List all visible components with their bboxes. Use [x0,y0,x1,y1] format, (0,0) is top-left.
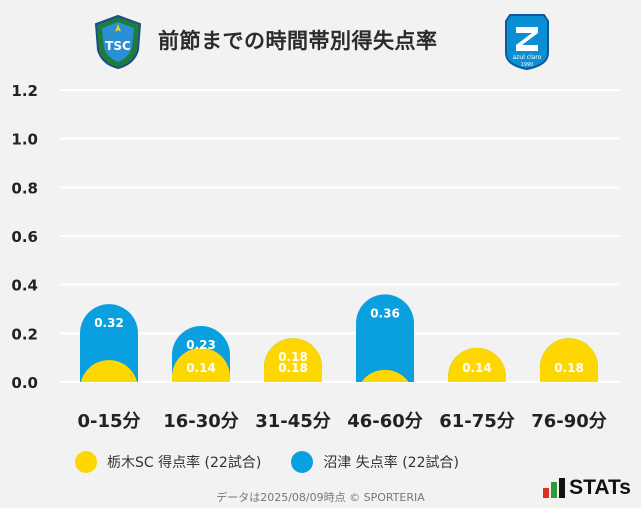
data-labels: 0.320.230.140.180.180.360.14 0.18 [94,306,584,375]
data-label-numazu: 0.18 [278,350,308,364]
bar-numazu-0-15分 [80,304,138,382]
data-label-numazu: 0.36 [370,306,400,320]
gridlines [60,89,619,383]
bar-numazu-46-60分 [356,294,414,382]
data-label-tochigi: 0.18 [554,361,584,375]
tochigi-sc-logo-icon: TSC [94,14,142,70]
data-label-numazu: 0.23 [186,338,216,352]
legend-swatch-numazu [291,451,314,473]
y-tick-label: 0.8 [11,179,38,197]
legend-label-numazu: 沼津 失点率 (22試合) [323,455,459,471]
chart-title: 前節までの時間帯別得失点率 [158,29,438,53]
x-tick-label: 0-15分 [77,411,140,432]
y-tick-label: 0.4 [11,277,38,295]
x-tick-label: 61-75分 [439,411,515,432]
y-tick-label: 0.6 [11,228,38,246]
bar-tochigi-16-30分 [172,347,230,382]
x-tick-label: 31-45分 [255,411,331,432]
bar-chart: 0.00.20.40.60.81.01.2 0.320.230.140.180.… [11,82,619,432]
bar-tochigi-61-75分 [448,347,506,382]
x-tick-label: 76-90分 [531,411,607,432]
azul-claro-logo-icon: azul claro 1990 [505,14,549,71]
x-tick-label: 16-30分 [163,411,239,432]
stats-logo-icon [543,478,566,498]
legend-swatch-tochigi [75,451,97,473]
data-label-tochigi: 0.18 [278,361,308,375]
data-label-tochigi: 0.14 [186,361,216,375]
legend-item-numazu: 沼津 失点率 (22試合) [291,451,459,473]
footer-note: データは2025/08/09時点 © SPORTERIA [216,491,425,504]
y-tick-label: 1.2 [11,82,38,100]
y-tick-label: 0.0 [11,374,38,392]
right-logo-text: azul claro [513,54,542,61]
right-logo-year: 1990 [521,62,534,68]
bar-tochigi-46-60分 [356,369,414,382]
data-label-numazu: 0.32 [94,316,124,330]
legend-label-tochigi: 栃木SC 得点率 (22試合) [107,455,262,471]
chart-header: TSC 前節までの時間帯別得失点率 azul claro 1990 [0,0,641,78]
bars [80,294,598,382]
y-tick-label: 0.2 [11,325,38,343]
y-tick-label: 1.0 [11,131,38,149]
legend-item-tochigi: 栃木SC 得点率 (22試合) [75,451,261,473]
x-tick-label: 46-60分 [347,411,423,432]
stats-brand: STATs [543,476,631,500]
x-axis-ticks: 0-15分 16-30分 31-45分 46-60分 61-75分 76-90分 [77,411,606,432]
bar-tochigi-0-15分 [80,360,138,382]
left-logo-text: TSC [105,39,131,53]
legend: 栃木SC 得点率 (22試合) 沼津 失点率 (22試合) [75,449,489,475]
y-axis-ticks: 0.0 0.2 0.4 0.6 0.8 1.0 1.2 [11,82,38,392]
bar-tochigi-31-45分 [264,338,322,382]
stats-brand-text: STATs [569,476,631,499]
bar-tochigi-76-90分 [540,338,598,382]
data-label-tochigi: 0.14 [462,361,492,375]
